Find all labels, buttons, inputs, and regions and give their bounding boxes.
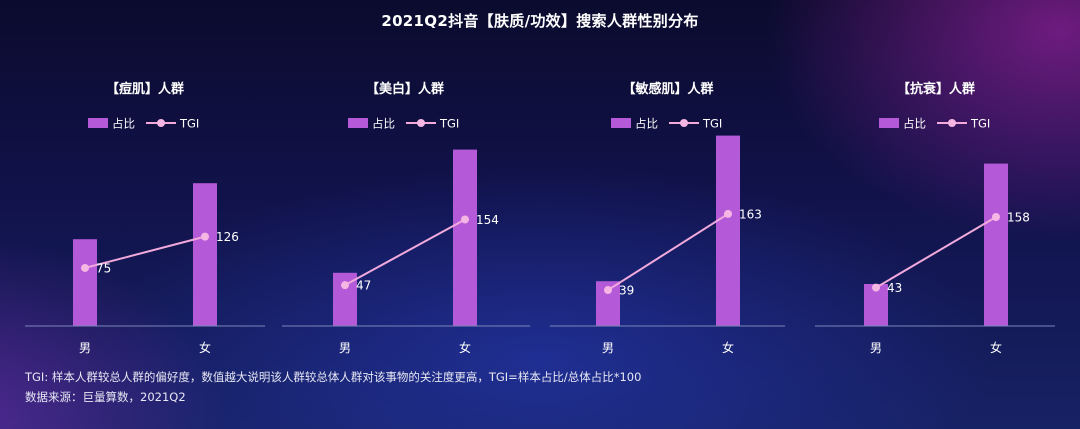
source-footnote: 数据来源：巨量算数，2021Q2 bbox=[25, 390, 186, 404]
tgi-point bbox=[461, 215, 469, 224]
legend-bar-swatch bbox=[879, 118, 899, 128]
tgi-point bbox=[992, 212, 1000, 221]
tgi-point bbox=[341, 281, 349, 290]
tgi-line bbox=[607, 213, 729, 291]
legend-line-label: TGI bbox=[179, 117, 199, 131]
footnotes: TGI: 样本人群较总人群的偏好度，数值越大说明该人群较总体人群对该事物的关注度… bbox=[25, 367, 641, 407]
legend-line-label: TGI bbox=[439, 117, 459, 131]
panel-title: 【美白】人群 bbox=[366, 81, 444, 97]
bar bbox=[716, 135, 740, 326]
bar bbox=[984, 163, 1008, 326]
tgi-footnote: TGI: 样本人群较总人群的偏好度，数值越大说明该人群较总体人群对该事物的关注度… bbox=[25, 370, 642, 384]
tgi-point bbox=[81, 263, 89, 272]
legend-line-label: TGI bbox=[702, 117, 722, 131]
x-tick-label: 男 bbox=[870, 341, 882, 355]
legend-line-marker bbox=[948, 119, 956, 127]
x-tick-label: 女 bbox=[990, 340, 1002, 355]
legend-bar-swatch bbox=[88, 118, 108, 128]
bar bbox=[73, 239, 97, 326]
legend-line-marker bbox=[157, 119, 165, 127]
bar bbox=[193, 183, 217, 326]
tgi-line bbox=[84, 235, 206, 269]
tgi-point bbox=[604, 286, 612, 295]
x-tick-label: 男 bbox=[339, 341, 351, 355]
tgi-data-label: 154 bbox=[476, 213, 499, 227]
legend-bar-swatch bbox=[611, 118, 631, 128]
x-tick-label: 男 bbox=[602, 341, 614, 355]
x-tick-label: 男 bbox=[79, 341, 91, 355]
bar bbox=[453, 149, 477, 326]
tgi-line bbox=[344, 218, 466, 287]
chart-title: 2021Q2抖音【肤质/功效】搜索人群性别分布 bbox=[381, 12, 699, 30]
tgi-data-label: 43 bbox=[887, 281, 902, 295]
legend-bar-label: 占比 bbox=[635, 117, 658, 131]
x-tick-label: 女 bbox=[199, 340, 211, 355]
tgi-point bbox=[724, 209, 732, 218]
panel-title: 【抗衰】人群 bbox=[897, 81, 975, 97]
legend-bar-label: 占比 bbox=[372, 117, 395, 131]
tgi-data-label: 75 bbox=[96, 261, 111, 275]
tgi-line bbox=[875, 216, 997, 289]
legend-line-marker bbox=[417, 119, 425, 127]
panel-title: 【敏感肌】人群 bbox=[622, 81, 713, 97]
tgi-point bbox=[872, 283, 880, 292]
x-tick-label: 女 bbox=[459, 340, 471, 355]
tgi-data-label: 163 bbox=[739, 207, 762, 221]
legend-line-label: TGI bbox=[970, 117, 990, 131]
tgi-point bbox=[201, 232, 209, 241]
legend-line-marker bbox=[680, 119, 688, 127]
panel-title: 【痘肌】人群 bbox=[106, 81, 184, 97]
x-tick-label: 女 bbox=[722, 340, 734, 355]
legend-bar-label: 占比 bbox=[903, 117, 926, 131]
tgi-data-label: 39 bbox=[619, 284, 634, 298]
tgi-data-label: 47 bbox=[356, 279, 371, 293]
legend-bar-label: 占比 bbox=[112, 117, 135, 131]
tgi-data-label: 158 bbox=[1007, 210, 1030, 224]
legend-bar-swatch bbox=[348, 118, 368, 128]
tgi-data-label: 126 bbox=[216, 230, 239, 244]
